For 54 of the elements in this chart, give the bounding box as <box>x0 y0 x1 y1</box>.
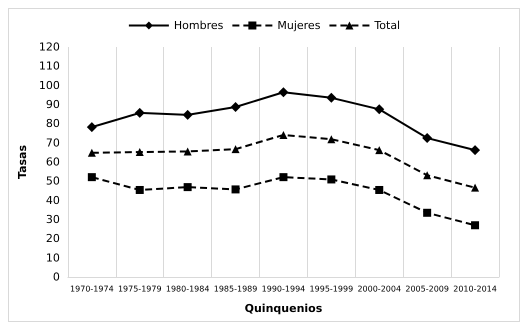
legend-label: Total <box>373 19 400 32</box>
x-tick-label: 2000-2004 <box>357 284 402 294</box>
point <box>279 173 288 182</box>
point <box>232 185 240 194</box>
y-tick-label: 80 <box>46 117 60 130</box>
x-tick-label: 1990-1994 <box>262 284 306 294</box>
point <box>470 145 480 156</box>
y-tick-label: 110 <box>38 60 60 73</box>
x-tick-label: 1995-1999 <box>310 284 354 294</box>
point <box>88 173 96 182</box>
x-axis-title: Quinquenios <box>244 302 323 315</box>
y-tick-label: 120 <box>38 40 60 54</box>
point <box>136 148 144 156</box>
point <box>326 92 336 103</box>
y-tick-label: 60 <box>46 156 60 168</box>
point <box>327 135 336 144</box>
point <box>279 130 288 139</box>
point <box>327 175 336 184</box>
y-tick-label: 0 <box>52 270 60 284</box>
point <box>232 145 240 154</box>
point <box>184 183 192 192</box>
point <box>230 102 241 112</box>
point <box>86 122 97 132</box>
point <box>375 146 384 154</box>
point <box>375 186 384 194</box>
y-tick-label: 100 <box>38 78 60 92</box>
point <box>184 147 192 156</box>
y-tick-label: 10 <box>46 251 60 264</box>
x-tick-label: 2005-2009 <box>405 284 449 294</box>
point <box>422 133 432 144</box>
y-tick-label: 30 <box>46 213 60 226</box>
x-tick-label: 1970-1974 <box>70 284 114 294</box>
point <box>423 208 432 217</box>
point <box>471 221 480 230</box>
point <box>136 186 144 194</box>
point <box>278 87 288 98</box>
point <box>471 184 480 192</box>
legend-label: Mujeres <box>277 19 321 32</box>
x-tick-label: 1980-1984 <box>166 284 210 294</box>
point <box>374 104 384 114</box>
x-tick-label: 1975-1979 <box>118 284 162 294</box>
x-tick-label: 2010-2014 <box>453 284 497 294</box>
point <box>88 148 96 157</box>
y-tick-label: 40 <box>46 194 60 207</box>
point <box>182 110 193 120</box>
y-tick-label: 70 <box>46 136 60 150</box>
y-tick-label: 90 <box>46 98 60 111</box>
x-tick-label: 1985-1989 <box>214 284 258 294</box>
point <box>423 171 432 180</box>
legend-label: Hombres <box>174 19 224 32</box>
y-axis-title: Tasas <box>16 144 29 180</box>
y-tick-label: 20 <box>46 232 60 246</box>
y-tick-label: 50 <box>46 174 60 188</box>
point <box>134 108 145 118</box>
